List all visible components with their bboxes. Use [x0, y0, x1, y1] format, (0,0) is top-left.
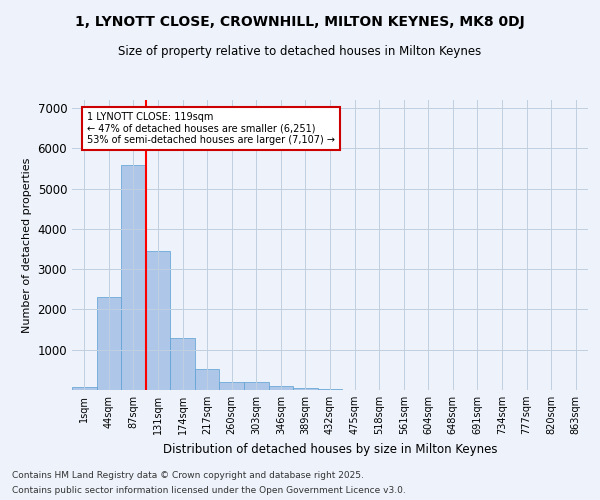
Bar — [72, 387, 97, 390]
Bar — [121, 166, 146, 390]
Bar — [195, 370, 220, 390]
Text: 1 LYNOTT CLOSE: 119sqm
← 47% of detached houses are smaller (6,251)
53% of semi-: 1 LYNOTT CLOSE: 119sqm ← 47% of detached… — [87, 112, 335, 146]
Bar — [97, 298, 121, 390]
Text: 1, LYNOTT CLOSE, CROWNHILL, MILTON KEYNES, MK8 0DJ: 1, LYNOTT CLOSE, CROWNHILL, MILTON KEYNE… — [75, 15, 525, 29]
Text: Distribution of detached houses by size in Milton Keynes: Distribution of detached houses by size … — [163, 442, 497, 456]
Bar — [269, 386, 293, 390]
Text: Contains public sector information licensed under the Open Government Licence v3: Contains public sector information licen… — [12, 486, 406, 495]
Bar — [220, 382, 244, 390]
Bar — [244, 382, 269, 390]
Text: Size of property relative to detached houses in Milton Keynes: Size of property relative to detached ho… — [118, 45, 482, 58]
Text: Contains HM Land Registry data © Crown copyright and database right 2025.: Contains HM Land Registry data © Crown c… — [12, 471, 364, 480]
Bar — [146, 251, 170, 390]
Bar — [293, 388, 318, 390]
Y-axis label: Number of detached properties: Number of detached properties — [22, 158, 32, 332]
Bar — [318, 389, 342, 390]
Bar — [170, 338, 195, 390]
